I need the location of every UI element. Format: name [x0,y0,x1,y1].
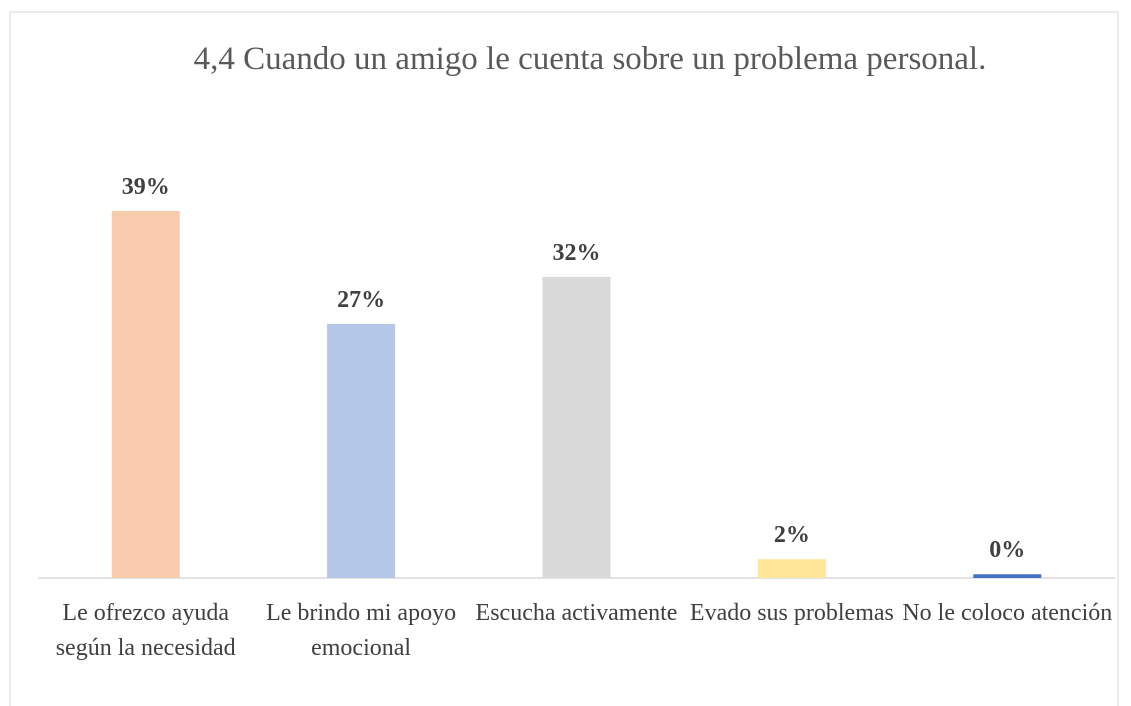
chart-border [9,11,1119,706]
bar [542,276,611,578]
bar [973,574,1042,578]
bar [111,211,180,578]
x-tick-label: Le ofrezco ayuda según la necesidad [55,600,236,661]
data-label: 32% [552,239,601,266]
x-tick-label: Le brindo mi apoyo emocional [266,600,457,661]
data-label: 2% [773,522,810,549]
x-tick-label: Escucha activamente [475,600,678,626]
x-tick-label: No le coloco atención [902,600,1113,626]
x-tick-label: Evado sus problemas [689,600,894,626]
bar [757,559,826,578]
data-label: 27% [337,286,386,313]
chart-title: 4,4 Cuando un amigo le cuenta sobre un p… [193,41,987,77]
data-label: 39% [121,174,170,200]
bar [327,323,396,578]
data-label: 0% [989,537,1026,564]
